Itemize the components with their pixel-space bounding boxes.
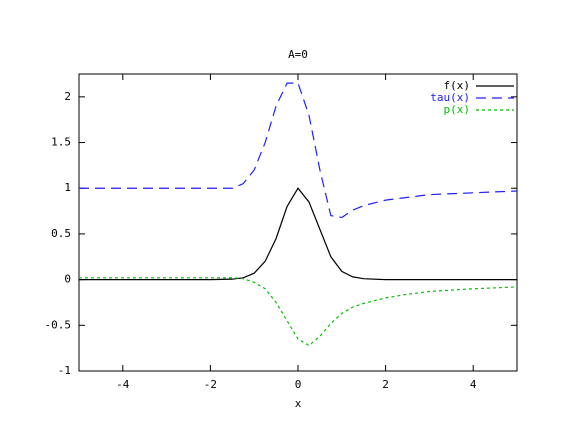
y-tick-label: 0.5 bbox=[51, 227, 71, 240]
legend-label: f(x) bbox=[444, 79, 471, 92]
series-line bbox=[79, 277, 518, 347]
x-tick-label: 0 bbox=[295, 378, 302, 391]
y-tick-label: 1 bbox=[64, 181, 71, 194]
x-tick-label: 4 bbox=[470, 378, 477, 391]
plot-frame bbox=[78, 73, 518, 372]
y-tick-label: 1.5 bbox=[51, 136, 71, 149]
y-tick-label: 0 bbox=[64, 273, 71, 286]
x-axis-label: x bbox=[295, 397, 302, 410]
x-tick-label: 2 bbox=[382, 378, 389, 391]
y-tick-label: 2 bbox=[64, 90, 71, 103]
y-tick-label: -0.5 bbox=[45, 318, 72, 331]
legend-label: p(x) bbox=[444, 103, 471, 116]
series-line bbox=[79, 187, 517, 281]
y-tick-label: -1 bbox=[58, 364, 71, 377]
x-tick-label: -2 bbox=[204, 378, 217, 391]
chart-title: A=0 bbox=[288, 48, 308, 61]
legend-label: tau(x) bbox=[430, 91, 470, 104]
x-tick-label: -4 bbox=[116, 378, 130, 391]
